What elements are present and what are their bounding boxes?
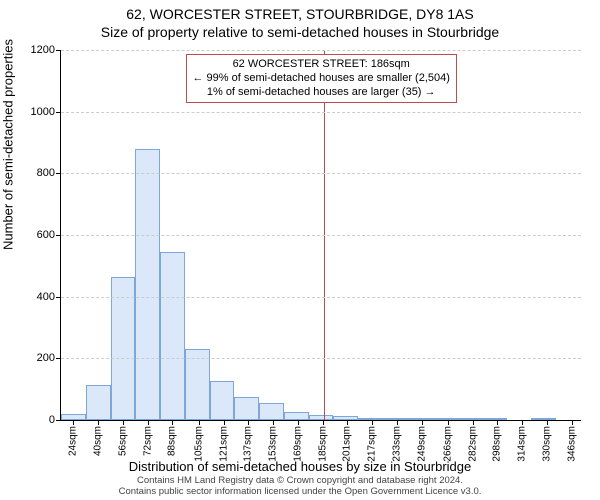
grid-line (61, 112, 581, 113)
histogram-bar (333, 416, 358, 420)
histogram-bar (531, 418, 556, 420)
ytick-mark (56, 235, 61, 236)
xtick-mark (148, 420, 149, 425)
xtick-mark (323, 420, 324, 425)
xtick-label: 217sqm (367, 426, 378, 462)
xtick-mark (497, 420, 498, 425)
histogram-bar (111, 277, 136, 420)
xtick-label: 233sqm (391, 426, 402, 462)
xtick-label: 121sqm (218, 426, 229, 462)
ytick-label: 200 (37, 352, 55, 364)
histogram-bar (457, 418, 482, 420)
histogram-bar (408, 418, 433, 420)
xtick-label: 56sqm (117, 426, 128, 456)
xtick-label: 185sqm (317, 426, 328, 462)
ytick-label: 400 (37, 291, 55, 303)
ytick-mark (56, 358, 61, 359)
xtick-mark (298, 420, 299, 425)
ytick-label: 800 (37, 167, 55, 179)
xtick-label: 201sqm (342, 426, 353, 462)
annotation-line: 1% of semi-detached houses are larger (3… (193, 86, 450, 100)
ytick-mark (56, 50, 61, 51)
y-axis-label: Number of semi-detached properties (1, 39, 16, 250)
xtick-mark (372, 420, 373, 425)
histogram-bar (210, 381, 235, 420)
grid-line (61, 173, 581, 174)
histogram-bar (432, 418, 457, 420)
xtick-label: 88sqm (167, 426, 178, 456)
xtick-mark (123, 420, 124, 425)
xtick-mark (73, 420, 74, 425)
xtick-mark (172, 420, 173, 425)
grid-line (61, 235, 581, 236)
histogram-bar (160, 252, 185, 420)
xtick-label: 314sqm (517, 426, 528, 462)
ytick-label: 1200 (31, 44, 55, 56)
xtick-label: 266sqm (442, 426, 453, 462)
x-axis-label: Distribution of semi-detached houses by … (0, 459, 600, 474)
histogram-bar (383, 418, 408, 420)
grid-line (61, 358, 581, 359)
xtick-label: 137sqm (243, 426, 254, 462)
footer-attribution: Contains HM Land Registry data © Crown c… (0, 476, 600, 498)
xtick-mark (248, 420, 249, 425)
ytick-label: 0 (49, 414, 55, 426)
chart-title-sub: Size of property relative to semi-detach… (0, 22, 600, 40)
xtick-label: 298sqm (492, 426, 503, 462)
annotation-line: ← 99% of semi-detached houses are smalle… (193, 72, 450, 86)
histogram-bar (135, 149, 160, 420)
chart-title-main: 62, WORCESTER STREET, STOURBRIDGE, DY8 1… (0, 0, 600, 22)
xtick-mark (448, 420, 449, 425)
xtick-label: 169sqm (292, 426, 303, 462)
histogram-bar (482, 418, 507, 420)
xtick-label: 40sqm (93, 426, 104, 456)
histogram-bar (284, 412, 309, 420)
histogram-bar (358, 418, 383, 420)
xtick-label: 282sqm (467, 426, 478, 462)
xtick-mark (547, 420, 548, 425)
xtick-label: 72sqm (142, 426, 153, 456)
histogram-bar (185, 349, 210, 420)
footer-line-2: Contains public sector information licen… (0, 487, 600, 498)
ytick-mark (56, 297, 61, 298)
xtick-mark (347, 420, 348, 425)
grid-line (61, 50, 581, 51)
plot-area: 62 WORCESTER STREET: 186sqm← 99% of semi… (60, 50, 581, 421)
xtick-mark (473, 420, 474, 425)
ytick-label: 600 (37, 229, 55, 241)
ytick-mark (56, 420, 61, 421)
ytick-label: 1000 (31, 106, 55, 118)
annotation-box: 62 WORCESTER STREET: 186sqm← 99% of semi… (186, 54, 457, 103)
ytick-mark (56, 173, 61, 174)
xtick-label: 105sqm (193, 426, 204, 462)
xtick-label: 24sqm (68, 426, 79, 456)
histogram-bar (259, 403, 284, 420)
xtick-mark (522, 420, 523, 425)
xtick-label: 249sqm (416, 426, 427, 462)
histogram-bar (234, 397, 259, 420)
grid-line (61, 297, 581, 298)
xtick-label: 153sqm (268, 426, 279, 462)
xtick-mark (98, 420, 99, 425)
histogram-bar (309, 415, 334, 420)
xtick-mark (224, 420, 225, 425)
xtick-label: 330sqm (541, 426, 552, 462)
ytick-mark (56, 112, 61, 113)
annotation-line: 62 WORCESTER STREET: 186sqm (193, 58, 450, 72)
xtick-label: 346sqm (566, 426, 577, 462)
xtick-mark (199, 420, 200, 425)
xtick-mark (273, 420, 274, 425)
xtick-mark (572, 420, 573, 425)
xtick-mark (397, 420, 398, 425)
xtick-mark (422, 420, 423, 425)
histogram-bar (86, 385, 111, 420)
